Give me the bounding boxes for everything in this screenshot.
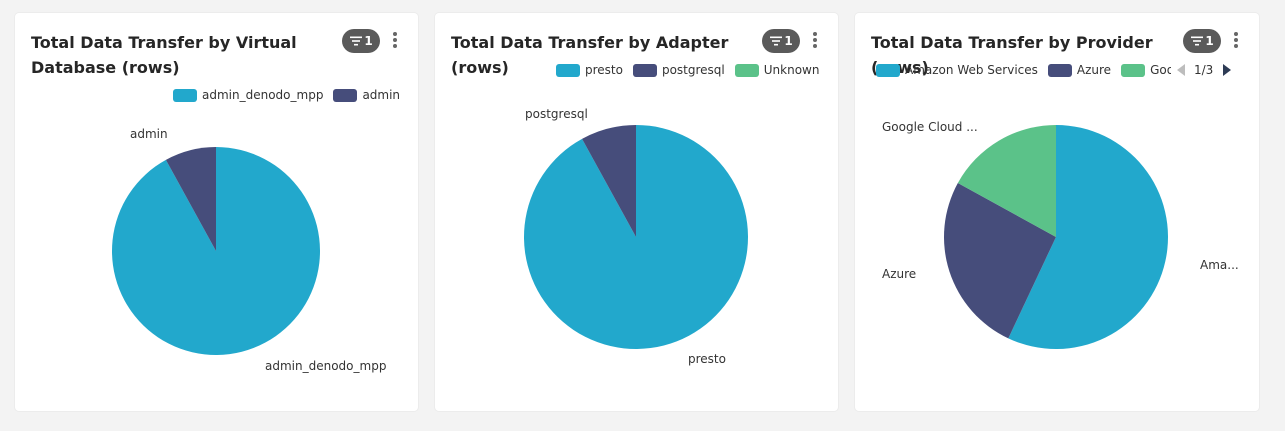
legend-label: presto [585,63,623,77]
legend-next-icon[interactable] [1223,64,1232,76]
filter-badge[interactable]: 1 [342,29,380,53]
chart-legend: presto postgresql Unknown [556,63,819,77]
legend-swatch [876,63,900,77]
pie-slice-presto[interactable] [524,125,748,350]
chart-card-virtual-database: Total Data Transfer by Virtual Database … [15,13,418,411]
more-options-icon[interactable] [1230,30,1242,52]
legend-label: postgresql [661,63,725,77]
filter-badge[interactable]: 1 [1183,29,1221,53]
filter-icon [350,36,363,46]
slice-label: Azure [882,267,916,281]
pie-chart: Ama... Azure Google Cloud ... [882,120,1239,349]
slice-label: presto [688,352,726,366]
slice-label: admin [130,127,168,141]
legend-label: Amazon Web Services [905,63,1038,77]
more-options-icon[interactable] [809,30,821,52]
legend-item[interactable]: postgresql [632,63,725,77]
filter-count: 1 [364,34,373,48]
legend-pager: 1/3 [1177,63,1232,77]
pie-slice-admin[interactable] [165,147,216,251]
filter-icon [1191,36,1204,46]
legend-swatch [1121,63,1146,77]
card-title: Total Data Transfer by Virtual Database … [31,33,297,77]
legend-swatch [632,63,657,77]
filter-badge[interactable]: 1 [762,29,800,53]
chart-legend: Amazon Web Services Azure Goo 1/3 [876,63,1232,77]
legend-label: admin_denodo_mpp [202,88,324,102]
slice-label: admin_denodo_mpp [265,359,386,373]
legend-item[interactable]: Unknown [734,63,820,77]
more-options-icon[interactable] [389,30,401,52]
filter-count: 1 [784,34,793,48]
legend-label: admin [362,88,401,102]
legend-swatch [1047,63,1072,77]
chart-legend: admin_denodo_mpp admin [173,88,400,102]
chart-card-adapter: Total Data Transfer by Adapter (rows) 1 … [435,13,838,411]
pie-slice-ama[interactable] [1008,125,1168,349]
legend-page-indicator: 1/3 [1194,63,1214,77]
card-title: Total Data Transfer by Adapter (rows) [451,33,729,77]
legend-label: Goo [1150,63,1171,77]
legend-swatch [333,88,358,102]
legend-label: Unknown [763,63,820,77]
filter-count: 1 [1205,34,1214,48]
chart-card-provider: Total Data Transfer by Provider (rows) 1… [855,13,1259,411]
pie-slice-admin-denodo-mpp[interactable] [112,147,321,355]
legend-item[interactable]: admin [333,88,400,102]
legend-item[interactable]: presto [556,63,623,77]
filter-icon [770,36,783,46]
legend-prev-icon[interactable] [1177,64,1185,76]
slice-label: Google Cloud ... [882,120,978,134]
legend-item[interactable]: admin_denodo_mpp [173,88,323,102]
pie-slice-azure[interactable] [944,183,1056,339]
slice-label: Ama... [1200,258,1239,272]
legend-label: Azure [1076,63,1112,77]
pie-chart: presto postgresql [524,107,748,366]
slice-label: postgresql [525,107,588,121]
legend-swatch [173,88,197,102]
legend-swatch [556,63,580,77]
pie-slice-postgresql[interactable] [582,125,636,237]
pie-slice-google-cloud[interactable] [957,125,1056,237]
legend-items: Amazon Web Services Azure Goo [876,63,1171,77]
legend-item[interactable]: Azure [1047,63,1112,77]
legend-swatch [734,63,759,77]
legend-item[interactable]: Goo [1121,63,1171,77]
pie-chart: admin_denodo_mpp admin [112,127,386,373]
legend-item[interactable]: Amazon Web Services [876,63,1038,77]
